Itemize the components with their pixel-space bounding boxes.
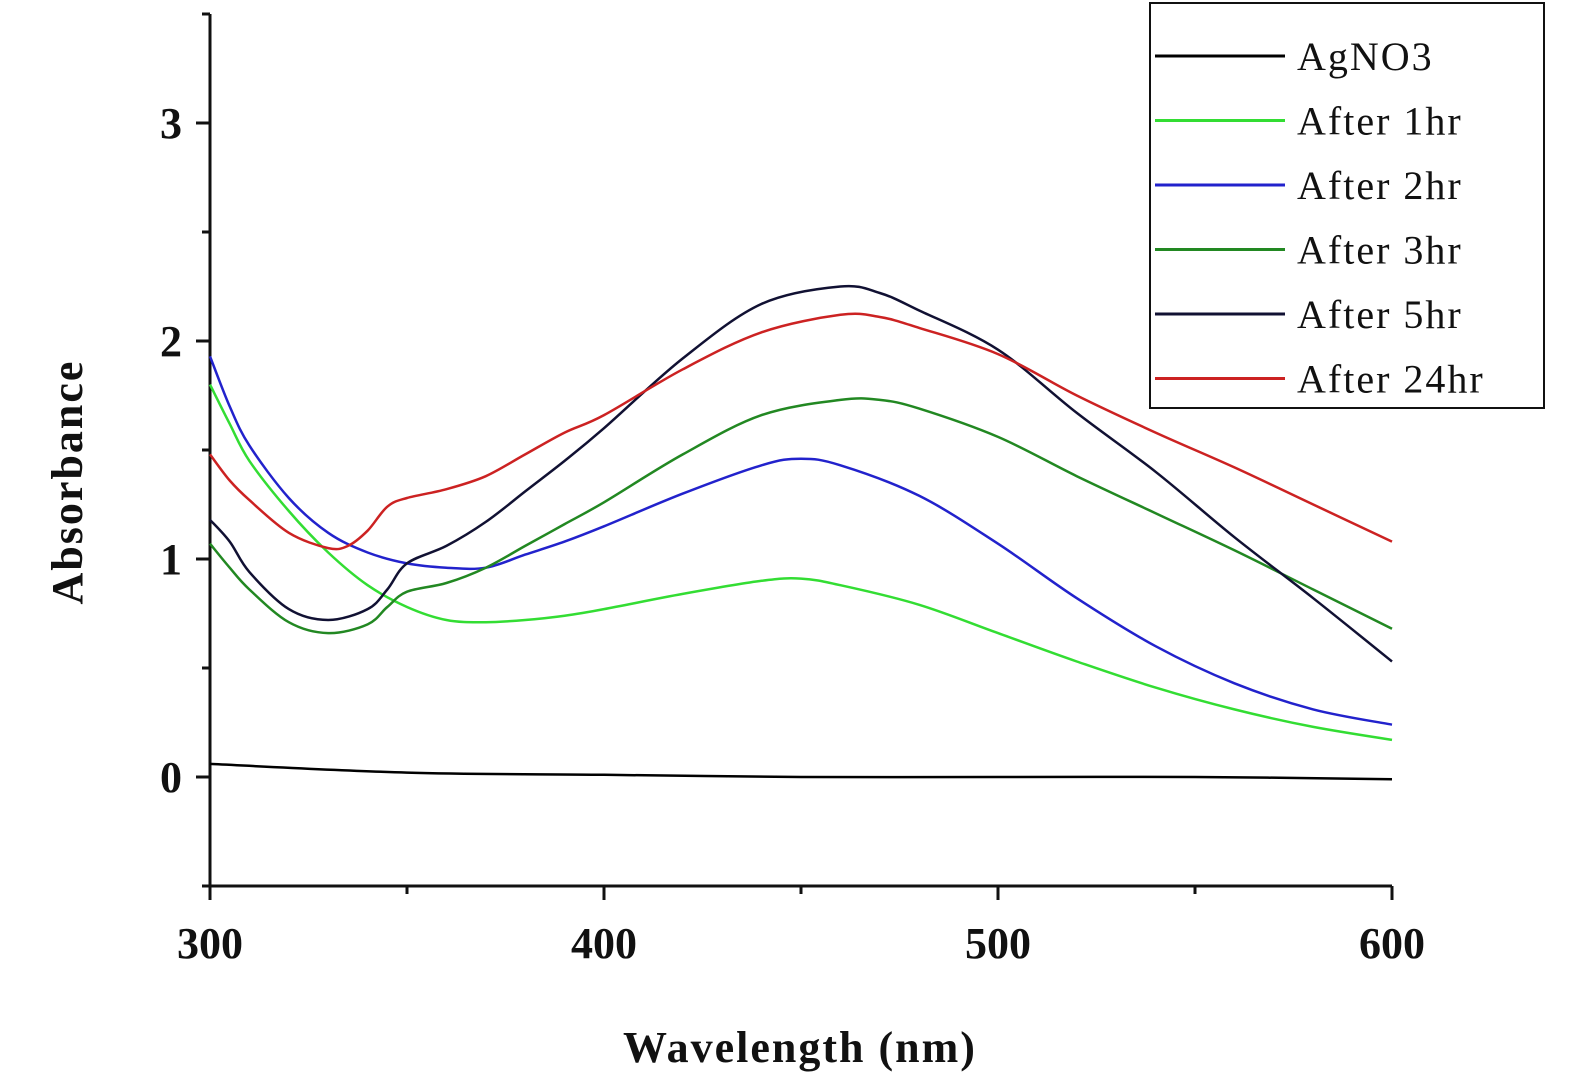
x-tick-label: 600 bbox=[1359, 919, 1425, 968]
series-layer bbox=[208, 284, 1393, 781]
y-tick-label: 1 bbox=[160, 535, 182, 584]
x-tick-label: 500 bbox=[965, 919, 1031, 968]
y-tick-label: 3 bbox=[160, 99, 182, 148]
series-line-0 bbox=[209, 762, 1393, 781]
series-line-2 bbox=[208, 355, 1393, 726]
series-line-3 bbox=[209, 397, 1393, 635]
legend-label: AgNO3 bbox=[1297, 34, 1434, 79]
axes bbox=[196, 12, 1394, 900]
tick-labels: 300 400 500 600 0 1 2 3 bbox=[160, 99, 1425, 968]
series-line-5 bbox=[209, 312, 1393, 551]
legend-label: After 3hr bbox=[1297, 228, 1463, 273]
x-tick-label: 400 bbox=[571, 919, 637, 968]
legend-label: After 5hr bbox=[1297, 292, 1463, 337]
legend-label: After 2hr bbox=[1297, 163, 1463, 208]
y-tick-label: 2 bbox=[160, 317, 182, 366]
legend: AgNO3 After 1hr After 2hr After 3hr After 5h… bbox=[1149, 2, 1545, 409]
legend-label: After 1hr bbox=[1297, 99, 1463, 144]
y-tick-label: 0 bbox=[160, 753, 182, 802]
legend-box bbox=[1149, 2, 1545, 409]
series-line-4 bbox=[209, 284, 1393, 663]
y-axis-title: Absorbance bbox=[43, 360, 92, 605]
x-tick-label: 300 bbox=[177, 919, 243, 968]
series-line-1 bbox=[208, 384, 1393, 742]
x-axis-title: Wavelength (nm) bbox=[623, 1023, 977, 1072]
legend-label: After 24hr bbox=[1297, 357, 1485, 402]
